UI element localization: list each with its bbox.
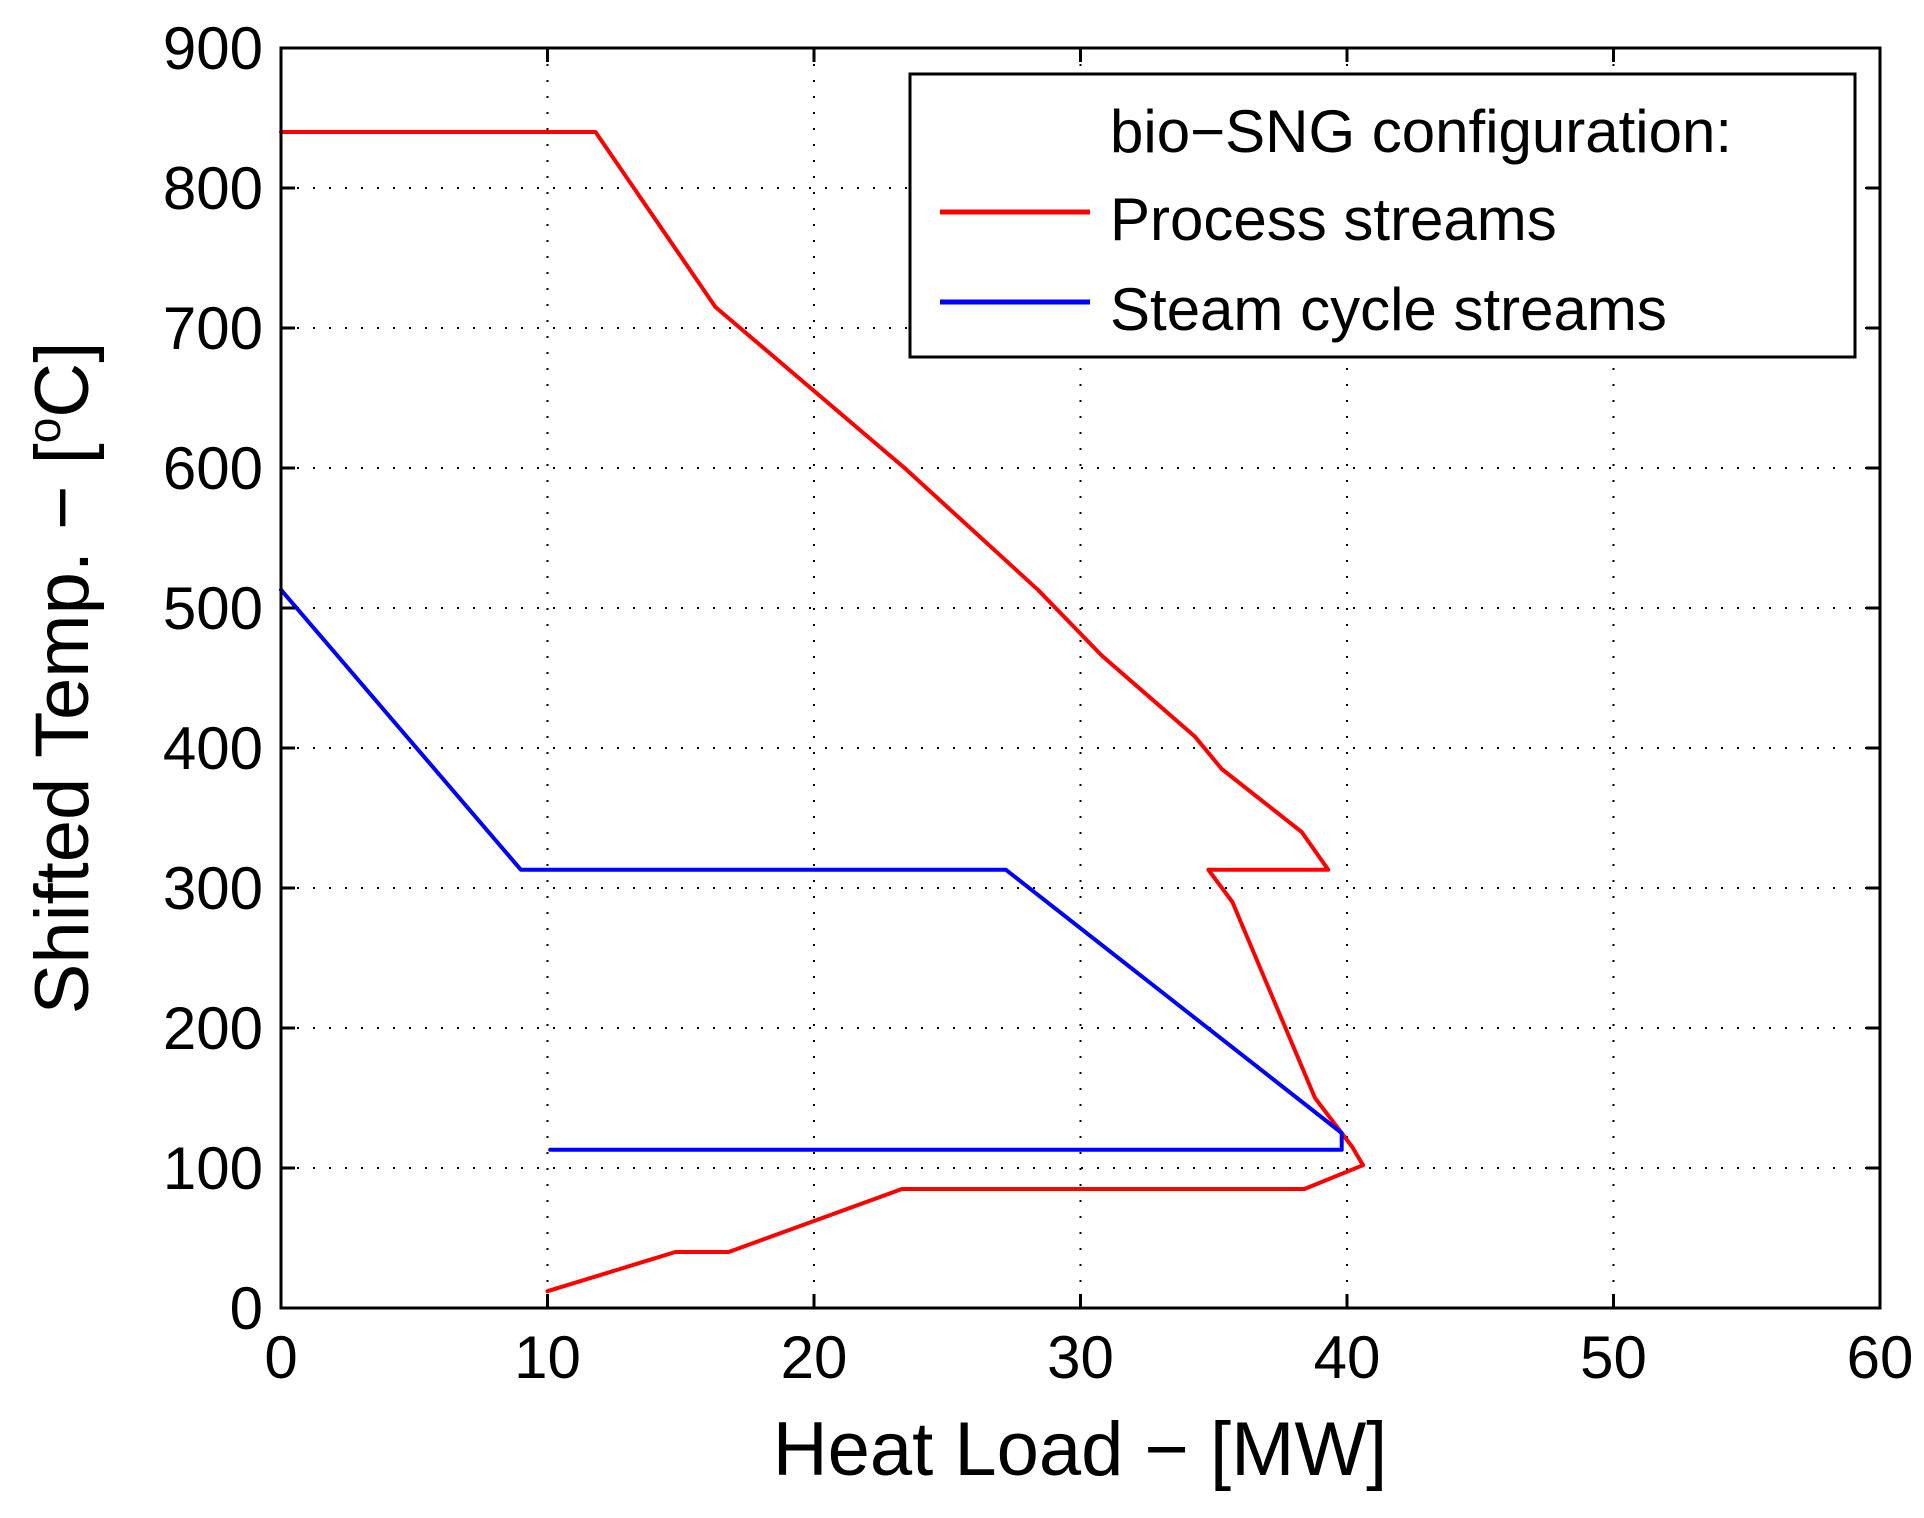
y-axis-label: Shifted Temp. − [oC] bbox=[18, 342, 105, 1015]
x-axis-label: Heat Load − [MW] bbox=[773, 1407, 1388, 1492]
y-axis-label-superscript: o bbox=[18, 418, 70, 444]
y-tick-label: 600 bbox=[163, 435, 263, 502]
legend-title: bio−SNG configuration: bbox=[1110, 98, 1732, 165]
y-tick-label: 100 bbox=[163, 1135, 263, 1202]
x-tick-label: 40 bbox=[1314, 1324, 1381, 1391]
y-tick-label: 900 bbox=[163, 15, 263, 82]
legend: bio−SNG configuration: Process streams S… bbox=[908, 72, 1857, 359]
y-tick-label: 700 bbox=[163, 295, 263, 362]
y-tick-label: 0 bbox=[230, 1275, 263, 1342]
y-tick-label: 200 bbox=[163, 995, 263, 1062]
y-axis-label-unit: C] bbox=[20, 342, 105, 418]
y-tick-label: 500 bbox=[163, 575, 263, 642]
x-tick-label: 10 bbox=[514, 1324, 581, 1391]
x-tick-label: 30 bbox=[1047, 1324, 1114, 1391]
series-line-process-streams bbox=[279, 130, 1365, 1294]
legend-box bbox=[908, 72, 1857, 359]
x-tick-label: 60 bbox=[1847, 1324, 1914, 1391]
x-tick-label: 20 bbox=[781, 1324, 848, 1391]
legend-label-process-streams: Process streams bbox=[1110, 186, 1557, 253]
legend-label-steam-cycle-streams: Steam cycle streams bbox=[1110, 276, 1667, 343]
tick-layer: 0 10 20 30 40 50 60010020030040050060070080090… bbox=[163, 15, 1913, 1391]
series-line-steam-cycle-streams bbox=[279, 587, 1344, 1152]
y-axis-label-main: Shifted Temp. − [ bbox=[20, 443, 105, 1014]
y-tick-label: 300 bbox=[163, 855, 263, 922]
y-tick-label: 800 bbox=[163, 155, 263, 222]
x-tick-label: 50 bbox=[1580, 1324, 1647, 1391]
series-layer bbox=[279, 130, 1365, 1294]
y-tick-label: 400 bbox=[163, 715, 263, 782]
x-tick-label: 0 bbox=[264, 1324, 297, 1391]
